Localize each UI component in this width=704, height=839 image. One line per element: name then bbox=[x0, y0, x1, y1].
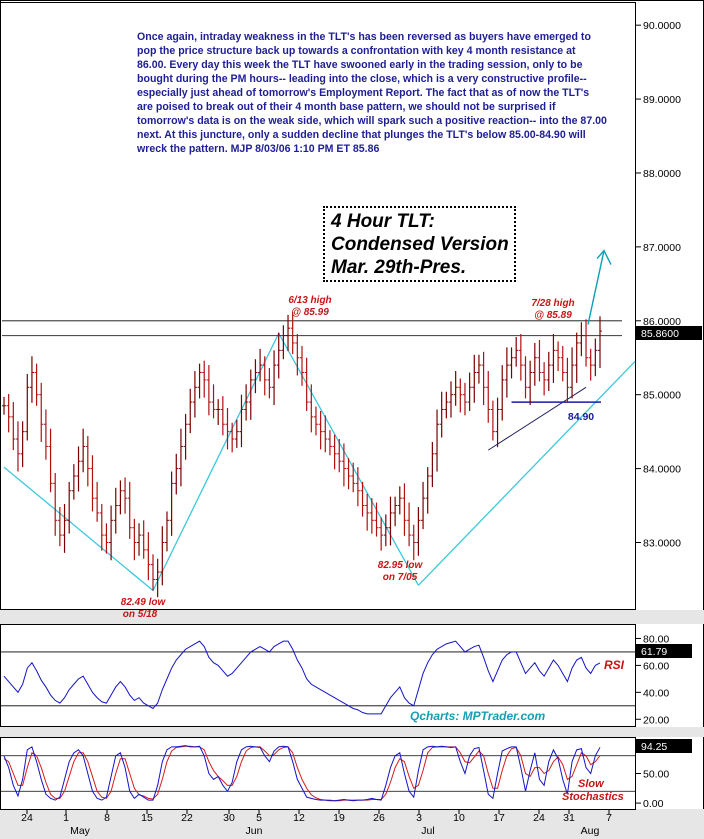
x-tick-label: 12 bbox=[293, 812, 305, 824]
price-panel-frame bbox=[0, 2, 636, 610]
annotation-label: 6/13 high bbox=[288, 295, 331, 306]
stochastics-last-marker: 94.25 bbox=[636, 739, 692, 753]
annotation-value: @ 85.89 bbox=[534, 310, 572, 321]
stochastics-last-text: 94.25 bbox=[641, 741, 667, 753]
stochastics-y-axis: 0.00 50.00 bbox=[636, 769, 669, 810]
x-tick-label: 26 bbox=[373, 812, 385, 824]
rsi-tick-label: 20.00 bbox=[643, 714, 669, 726]
annotation-label: 82.49 low bbox=[121, 597, 167, 608]
price-bars bbox=[2, 311, 602, 598]
price-tick-label: 83.0000 bbox=[643, 537, 681, 549]
title-line-2: Condensed Version bbox=[331, 234, 509, 255]
price-tick-label: 90.0000 bbox=[643, 20, 681, 32]
price-tick-label: 88.0000 bbox=[643, 168, 681, 180]
stochastics-last-box bbox=[636, 739, 692, 753]
breakout-target-arrow bbox=[587, 250, 605, 325]
x-tick-label: 8 bbox=[104, 812, 110, 824]
x-tick-label: 5 bbox=[256, 812, 262, 824]
x-month-label: Jun bbox=[246, 825, 263, 837]
price-tick-label: 87.0000 bbox=[643, 242, 681, 254]
stochastics-d-line bbox=[3, 745, 601, 802]
rsi-tick-label: 40.00 bbox=[643, 687, 669, 699]
panel-gap-2 bbox=[0, 727, 704, 737]
x-tick-label: 17 bbox=[493, 812, 505, 824]
rsi-gridlines bbox=[1, 651, 635, 707]
last-price-text: 85.8600 bbox=[641, 328, 679, 340]
uptrend-line bbox=[417, 360, 636, 586]
stochastics-label-line-2: Stochastics bbox=[562, 791, 624, 803]
x-tick-label: 19 bbox=[333, 812, 345, 824]
rsi-panel-frame bbox=[0, 624, 636, 727]
stochastics-gridlines bbox=[1, 755, 635, 792]
rsi-last-marker: 61.79 bbox=[636, 644, 692, 658]
chart-title-box: 4 Hour TLT: Condensed Version Mar. 29th-… bbox=[323, 206, 516, 282]
annotation-7-05-low: 82.95 low on 7/05 bbox=[378, 560, 424, 583]
price-tick-label: 84.0000 bbox=[643, 464, 681, 476]
rsi-line bbox=[3, 640, 601, 715]
annotation-label: 7/28 high bbox=[531, 298, 574, 309]
stochastics-tick-label: 50.00 bbox=[643, 769, 669, 781]
commentary-text: Once again, intraday weakness in the TLT… bbox=[137, 31, 607, 155]
rsi-tick-label: 60.00 bbox=[643, 660, 669, 672]
trendlines bbox=[2, 249, 636, 592]
last-price-marker: 85.8600 bbox=[636, 326, 702, 340]
title-line-1: 4 Hour TLT: bbox=[331, 211, 435, 232]
x-month-label: Aug bbox=[581, 825, 600, 837]
support-label: 84.90 bbox=[568, 411, 594, 423]
annotation-value: on 5/18 bbox=[123, 609, 158, 620]
price-tick-label: 85.0000 bbox=[643, 390, 681, 402]
stochastics-label: Slow Stochastics bbox=[562, 778, 624, 803]
x-tick-label: 31 bbox=[563, 812, 575, 824]
rsi-y-axis: 20.00 40.00 60.00 80.00 bbox=[636, 633, 669, 726]
rsi-tick-label: 80.00 bbox=[643, 633, 669, 645]
panel-gap-1 bbox=[0, 610, 704, 624]
rsi-last-box bbox=[636, 644, 692, 658]
x-tick-label: 1 bbox=[63, 812, 69, 824]
stochastics-label-line-1: Slow bbox=[578, 778, 605, 790]
x-axis: 24 1 8 15 22 30 5 12 19 26 3 10 17 24 31 7 May Jun Jul Aug bbox=[21, 809, 612, 837]
annotation-7-28-high: 7/28 high @ 85.89 bbox=[531, 298, 574, 321]
price-tick-label: 89.0000 bbox=[643, 94, 681, 106]
last-price-box bbox=[636, 326, 702, 340]
annotation-value: @ 85.99 bbox=[291, 307, 329, 318]
stoch-panel-frame bbox=[0, 737, 636, 810]
annotation-6-13-high: 6/13 high @ 85.99 bbox=[288, 295, 331, 318]
watermark: Qcharts: MPTrader.com bbox=[410, 709, 545, 723]
rsi-label: RSI bbox=[604, 658, 625, 672]
x-tick-label: 24 bbox=[21, 812, 33, 824]
x-tick-label: 30 bbox=[223, 812, 235, 824]
x-tick-label: 7 bbox=[606, 812, 612, 824]
x-month-label: May bbox=[70, 825, 91, 837]
stochastics-tick-label: 0.00 bbox=[643, 798, 664, 810]
annotation-label: 82.95 low bbox=[378, 560, 424, 571]
x-tick-label: 24 bbox=[533, 812, 545, 824]
axis-band bbox=[0, 809, 704, 839]
triangle-support-line bbox=[487, 386, 587, 451]
x-tick-label: 10 bbox=[453, 812, 465, 824]
price-tick-label: 86.0000 bbox=[643, 316, 681, 328]
price-y-axis: 83.0000 84.0000 85.0000 86.0000 87.0000 88.00… bbox=[636, 20, 681, 549]
breakout-arrowhead bbox=[596, 249, 612, 265]
x-tick-label: 22 bbox=[181, 812, 193, 824]
x-tick-label: 15 bbox=[141, 812, 153, 824]
x-tick-label: 3 bbox=[416, 812, 422, 824]
rsi-last-text: 61.79 bbox=[641, 646, 667, 658]
annotation-value: on 7/05 bbox=[383, 572, 418, 583]
title-line-3: Mar. 29th-Pres. bbox=[331, 257, 467, 278]
annotation-5-18-low: 82.49 low on 5/18 bbox=[121, 597, 167, 620]
stochastics-k-line bbox=[3, 745, 601, 802]
x-month-label: Jul bbox=[421, 825, 434, 837]
